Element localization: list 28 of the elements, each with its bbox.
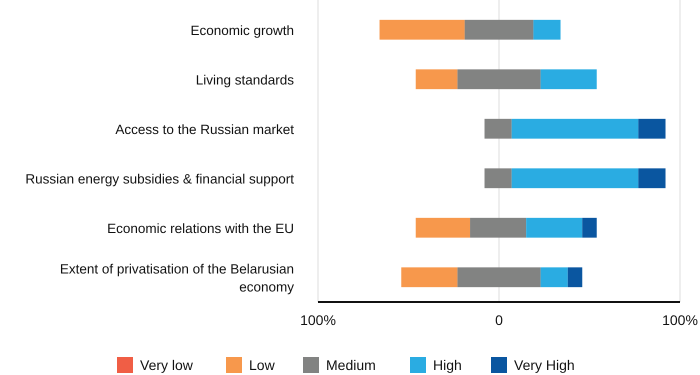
legend-label: Very High [514, 357, 575, 373]
x-tick-label: 100% [662, 312, 698, 328]
bar [540, 267, 568, 288]
x-tick-label: 0 [495, 312, 504, 328]
legend-label: Low [249, 357, 276, 373]
legend-label: Very low [140, 357, 194, 373]
bar [416, 69, 458, 90]
y-tick-label: Russian energy subsidies & financial support [25, 170, 294, 186]
bar [526, 218, 582, 238]
x-tick-label: 100% [300, 312, 336, 328]
bar [638, 168, 666, 188]
bar [401, 267, 458, 288]
bar [533, 20, 561, 40]
legend-label: Medium [326, 357, 376, 373]
bar [568, 267, 582, 288]
y-tick-label: Economic growth [190, 22, 294, 38]
y-tick-label: Access to the Russian market [115, 121, 294, 136]
bar [582, 218, 597, 238]
bar [380, 20, 465, 40]
bar [540, 69, 597, 90]
y-tick-label: Extent of privatisation of the Belarusian economy [60, 260, 294, 294]
y-tick-label: Economic relations with the EU [107, 220, 294, 236]
bar [416, 218, 470, 238]
bar [512, 168, 638, 188]
y-tick-label: Living standards [196, 72, 294, 87]
bar [638, 118, 666, 139]
legend-label: High [433, 357, 462, 373]
bar [512, 118, 638, 139]
